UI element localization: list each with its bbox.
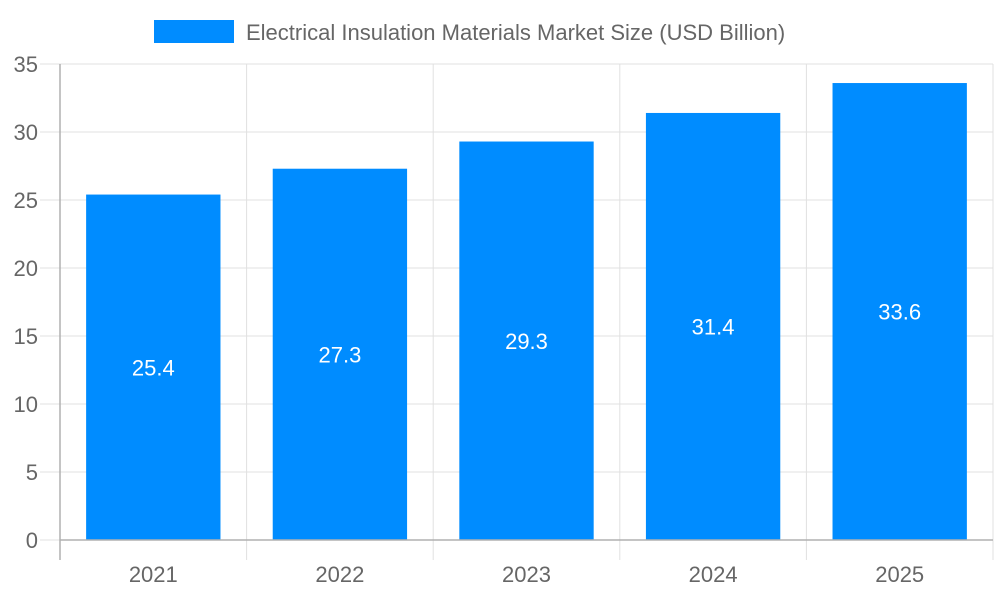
data-label: 29.3 xyxy=(505,329,548,354)
legend-swatch xyxy=(154,20,234,43)
x-tick-label: 2022 xyxy=(315,562,364,587)
bar-2025[interactable] xyxy=(832,83,967,540)
data-labels: 25.4 27.3 29.3 31.4 33.6 xyxy=(132,300,921,381)
y-tick-label: 10 xyxy=(14,392,38,417)
y-tick-label: 30 xyxy=(14,120,38,145)
y-tick-label: 35 xyxy=(14,52,38,77)
y-tick-label: 5 xyxy=(26,460,38,485)
data-label: 25.4 xyxy=(132,355,175,380)
data-label: 31.4 xyxy=(692,314,735,339)
x-tick-label: 2024 xyxy=(689,562,738,587)
legend-label: Electrical Insulation Materials Market S… xyxy=(246,20,785,45)
bars xyxy=(86,83,967,541)
y-tick-label: 25 xyxy=(14,188,38,213)
bar-2021[interactable] xyxy=(86,194,221,540)
bar-2023[interactable] xyxy=(459,141,594,540)
y-tick-label: 15 xyxy=(14,324,38,349)
y-tick-label: 0 xyxy=(26,528,38,553)
bar-2022[interactable] xyxy=(272,168,408,540)
bar-2024[interactable] xyxy=(645,112,781,541)
x-tick-label: 2025 xyxy=(875,562,924,587)
data-label: 27.3 xyxy=(318,342,361,367)
data-label: 33.6 xyxy=(878,300,921,325)
legend[interactable]: Electrical Insulation Materials Market S… xyxy=(154,20,785,45)
x-tick-label: 2023 xyxy=(502,562,551,587)
x-tick-label: 2021 xyxy=(129,562,178,587)
y-tick-label: 20 xyxy=(14,256,38,281)
